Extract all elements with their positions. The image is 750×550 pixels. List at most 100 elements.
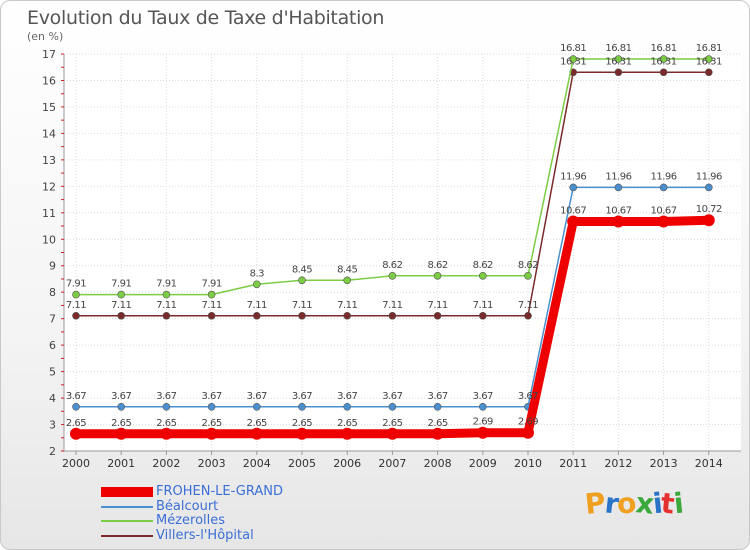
data-point: [614, 55, 623, 63]
data-label: 11.96: [651, 171, 677, 182]
legend-swatch-villers: [101, 534, 153, 537]
brand-letter: i: [671, 486, 684, 521]
data-label: 10.72: [696, 204, 722, 215]
data-point: [704, 68, 713, 77]
data-label: 7.11: [156, 300, 176, 311]
x-tick-label: 2007: [378, 457, 406, 470]
chart-title: Evolution du Taux de Taxe d'Habitation: [27, 7, 385, 29]
x-tick-label: 2001: [107, 457, 135, 470]
data-label: 7.91: [156, 279, 176, 290]
brand-logo: Proxiti: [583, 486, 684, 521]
data-point: [298, 403, 306, 411]
data-label: 16.81: [696, 43, 722, 54]
y-tick-label: 5: [49, 366, 56, 379]
data-point: [524, 271, 532, 280]
data-point: [614, 183, 623, 192]
data-label: 3.67: [427, 391, 447, 402]
x-tick-label: 2013: [650, 457, 678, 470]
data-label: 2.65: [201, 418, 221, 429]
data-point: [659, 183, 668, 192]
data-point: [569, 183, 578, 192]
data-point: [207, 311, 216, 320]
data-label: 10.67: [605, 206, 631, 217]
y-tick-label: 9: [49, 260, 56, 273]
data-label: 3.67: [292, 391, 312, 402]
plot-area: [64, 54, 741, 451]
data-label: 2.65: [66, 418, 86, 429]
data-point: [614, 68, 623, 77]
data-point: [117, 403, 125, 411]
y-tick-label: 8: [49, 286, 56, 299]
data-label: 2.65: [247, 418, 267, 429]
data-label: 3.67: [247, 391, 267, 402]
data-point: [704, 183, 713, 192]
data-point: [117, 311, 125, 320]
data-label: 3.67: [156, 391, 176, 402]
legend-label-bealcourt: Béalcourt: [156, 498, 219, 514]
data-label: 7.11: [473, 300, 493, 311]
data-label: 7.11: [201, 300, 221, 311]
data-point: [296, 427, 308, 440]
data-label: 3.67: [201, 391, 221, 402]
data-point: [386, 427, 399, 440]
data-point: [657, 215, 670, 228]
data-point: [343, 403, 352, 411]
data-label: 16.31: [605, 56, 631, 67]
x-tick-label: 2002: [152, 457, 180, 470]
data-point: [341, 427, 354, 440]
data-point: [162, 311, 171, 320]
y-tick-label: 6: [49, 339, 56, 352]
data-label: 16.31: [696, 56, 722, 67]
chart-subtitle: (en %): [27, 30, 64, 43]
data-label: 3.67: [111, 391, 131, 402]
data-point: [160, 427, 173, 440]
data-label: 8.62: [518, 260, 538, 271]
data-point: [524, 311, 532, 320]
data-label: 3.67: [382, 391, 402, 402]
data-point: [433, 311, 442, 320]
data-label: 7.91: [111, 279, 131, 290]
data-label: 11.96: [696, 171, 722, 182]
data-label: 3.67: [337, 391, 357, 402]
data-point: [70, 427, 82, 440]
data-point: [162, 403, 171, 411]
data-point: [162, 290, 171, 299]
data-label: 8.62: [427, 260, 447, 271]
y-tick-label: 3: [49, 419, 56, 432]
data-point: [569, 55, 578, 63]
data-point: [476, 426, 489, 439]
data-point: [478, 403, 487, 411]
x-tick-label: 2014: [695, 457, 723, 470]
data-point: [117, 290, 125, 299]
x-tick-label: 2010: [514, 457, 542, 470]
data-point: [207, 403, 216, 411]
data-label: 7.91: [66, 279, 86, 290]
y-tick-label: 4: [49, 392, 56, 405]
x-tick-label: 2003: [198, 457, 226, 470]
data-point: [250, 427, 263, 440]
data-label: 2.65: [156, 418, 176, 429]
data-point: [207, 290, 216, 299]
data-point: [298, 276, 306, 285]
data-point: [388, 271, 397, 280]
data-point: [567, 215, 580, 228]
y-tick-label: 7: [49, 313, 56, 326]
data-point: [343, 311, 352, 320]
data-point: [659, 68, 668, 77]
data-label: 10.67: [651, 206, 677, 217]
data-point: [702, 214, 715, 227]
data-label: 8.45: [292, 264, 312, 275]
data-point: [253, 311, 261, 320]
data-label: 7.11: [337, 300, 357, 311]
data-point: [253, 280, 261, 289]
data-point: [298, 311, 306, 320]
y-tick-label: 2: [49, 445, 56, 458]
data-point: [343, 276, 352, 285]
data-label: 7.11: [518, 300, 538, 311]
data-point: [253, 403, 261, 411]
data-point: [478, 271, 487, 280]
x-tick-label: 2012: [604, 457, 632, 470]
data-label: 3.67: [473, 391, 493, 402]
